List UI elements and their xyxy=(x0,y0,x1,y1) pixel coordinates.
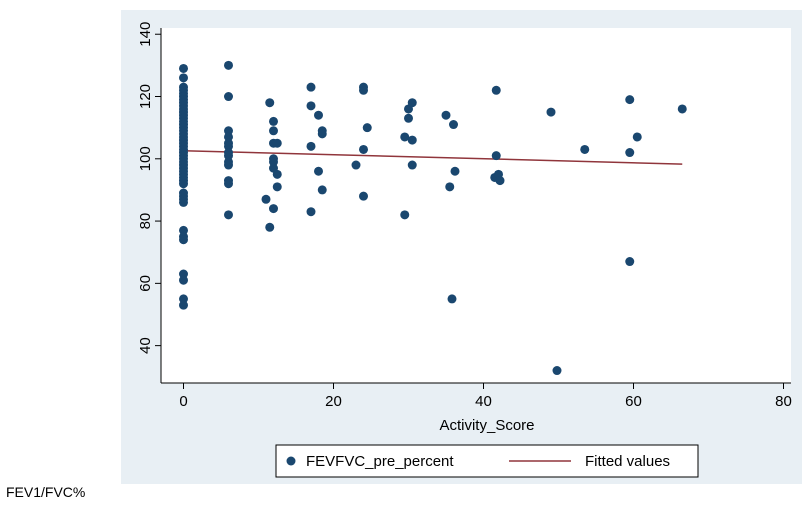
scatter-point xyxy=(179,63,188,73)
scatter-point xyxy=(400,132,410,142)
scatter-points-layer xyxy=(179,60,687,376)
scatter-point xyxy=(224,141,233,151)
scatter-point xyxy=(445,182,455,192)
scatter-point xyxy=(580,144,590,154)
chart-panel: 0 20 40 60 80 40 60 80 100 120 140 Activity_Score … xyxy=(121,10,802,484)
x-tick-label: 0 xyxy=(179,393,187,410)
scatter-point xyxy=(314,110,323,120)
legend-box xyxy=(275,444,699,478)
scatter-point xyxy=(224,160,233,170)
y-tick-label: 40 xyxy=(137,337,154,354)
scatter-point xyxy=(362,123,372,133)
scatter-point xyxy=(272,138,282,148)
scatter-point xyxy=(404,113,413,123)
scatter-point xyxy=(224,151,233,161)
scatter-point xyxy=(224,132,233,142)
scatter-point xyxy=(495,176,505,186)
scatter-point xyxy=(306,101,316,111)
scatter-point xyxy=(359,191,368,201)
y-tick-label: 120 xyxy=(137,84,154,109)
scatter-point xyxy=(317,129,327,139)
y-tick-label: 60 xyxy=(137,275,154,292)
scatter-point xyxy=(179,275,188,285)
scatter-point xyxy=(449,120,458,130)
scatter-point xyxy=(450,166,460,176)
y-tick-label: 100 xyxy=(137,146,154,171)
scatter-point xyxy=(625,257,635,267)
x-axis-title: Activity_Score xyxy=(439,417,534,434)
fit-line-layer xyxy=(183,149,683,165)
scatter-point xyxy=(224,210,233,220)
chart-caption: FEV1/FVC% xyxy=(6,484,86,500)
scatter-point xyxy=(441,110,451,120)
scatter-point xyxy=(224,179,233,189)
scatter-point xyxy=(269,116,278,126)
scatter-point xyxy=(306,141,316,151)
scatter-point xyxy=(359,85,368,95)
scatter-point xyxy=(359,144,368,154)
scatter-point xyxy=(447,294,457,304)
scatter-point xyxy=(224,126,233,136)
scatter-point xyxy=(306,82,316,92)
scatter-point xyxy=(407,160,417,170)
scatter-point xyxy=(546,107,556,117)
scatter-point xyxy=(179,179,188,189)
scatter-point xyxy=(317,185,327,195)
scatter-point xyxy=(179,197,188,207)
scatter-point xyxy=(179,73,188,83)
scatter-point xyxy=(491,85,501,95)
y-tick-label: 80 xyxy=(137,213,154,230)
scatter-point xyxy=(179,269,188,279)
scatter-point xyxy=(269,126,278,136)
scatter-point xyxy=(314,166,323,176)
scatter-point xyxy=(400,210,410,220)
scatter-point xyxy=(491,151,501,161)
fitted-values-line xyxy=(183,149,683,165)
legend: FEVFVC_pre_percent Fitted values xyxy=(275,444,699,478)
x-tick-label: 40 xyxy=(475,393,492,410)
scatter-point xyxy=(625,148,635,158)
legend-scatter-marker xyxy=(286,456,296,466)
axes-layer xyxy=(160,28,791,384)
scatter-point xyxy=(272,169,282,179)
scatter-point xyxy=(224,60,233,70)
scatter-point xyxy=(261,194,271,204)
legend-fit-label: Fitted values xyxy=(585,453,670,470)
x-tick-label: 20 xyxy=(325,393,342,410)
plot-area xyxy=(161,28,791,383)
scatter-point xyxy=(224,92,233,102)
scatter-point xyxy=(677,104,687,114)
legend-scatter-label: FEVFVC_pre_percent xyxy=(306,453,454,470)
y-tick-label: 140 xyxy=(137,22,154,47)
scatter-point xyxy=(269,157,278,167)
scatter-point xyxy=(407,98,417,108)
scatter-point xyxy=(179,225,188,235)
x-tick-label: 60 xyxy=(625,393,642,410)
scatter-point xyxy=(179,294,188,304)
scatter-point xyxy=(632,132,642,142)
scatter-point xyxy=(552,366,562,376)
scatter-point xyxy=(306,207,316,217)
scatter-point xyxy=(179,300,188,310)
x-tick-label: 80 xyxy=(775,393,792,410)
scatter-point xyxy=(272,182,282,192)
scatter-point xyxy=(269,204,278,214)
scatter-point xyxy=(179,235,188,245)
scatter-point xyxy=(265,98,275,108)
scatter-point xyxy=(407,135,417,145)
scatter-point xyxy=(351,160,361,170)
scatter-point xyxy=(625,95,635,105)
ticks-layer: 0 20 40 60 80 40 60 80 100 120 140 xyxy=(137,22,792,410)
scatter-point xyxy=(265,222,275,232)
